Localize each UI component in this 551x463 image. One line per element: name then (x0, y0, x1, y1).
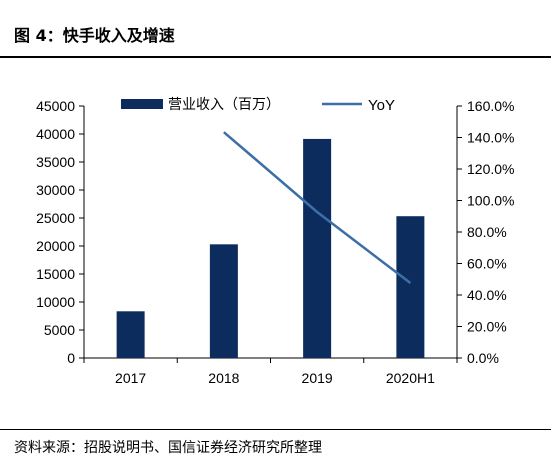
bar-2019 (303, 138, 332, 358)
title-rule (0, 56, 551, 58)
right-tick-label: 140.0% (467, 130, 514, 146)
left-tick-label: 10000 (36, 294, 75, 310)
left-tick-label: 35000 (36, 154, 75, 170)
source-note: 资料来源：招股说明书、国信证券经济研究所整理 (14, 440, 322, 456)
right-tick-label: 160.0% (467, 98, 514, 114)
right-tick-label: 0.0% (467, 350, 499, 366)
left-tick-label: 20000 (36, 238, 75, 254)
bar-2018 (209, 244, 238, 358)
source-rule (0, 429, 551, 430)
left-tick-label: 25000 (36, 210, 75, 226)
left-tick-label: 5000 (44, 322, 75, 338)
legend-swatch-revenue (121, 99, 163, 109)
x-tick-label: 2020H1 (386, 370, 435, 386)
left-tick-label: 40000 (36, 126, 75, 142)
figure-title: 图 4：快手收入及增速 (14, 26, 175, 45)
right-tick-label: 40.0% (467, 287, 507, 303)
right-tick-label: 60.0% (467, 256, 507, 272)
bar-2017 (116, 311, 145, 358)
bar-2020h1 (396, 216, 425, 358)
left-tick-label: 45000 (36, 98, 75, 114)
left-tick-label: 30000 (36, 182, 75, 198)
x-tick-label: 2017 (115, 370, 146, 386)
right-tick-label: 100.0% (467, 193, 514, 209)
right-tick-label: 20.0% (467, 319, 507, 335)
x-tick-label: 2019 (302, 370, 333, 386)
legend-label-revenue: 营业收入（百万） (168, 96, 280, 112)
x-tick-label: 2018 (208, 370, 239, 386)
legend-label-yoy: YoY (368, 97, 395, 114)
right-tick-label: 80.0% (467, 224, 507, 240)
left-tick-label: 0 (67, 350, 75, 366)
right-tick-label: 120.0% (467, 161, 514, 177)
yoy-line (223, 131, 412, 285)
left-tick-label: 15000 (36, 266, 75, 282)
